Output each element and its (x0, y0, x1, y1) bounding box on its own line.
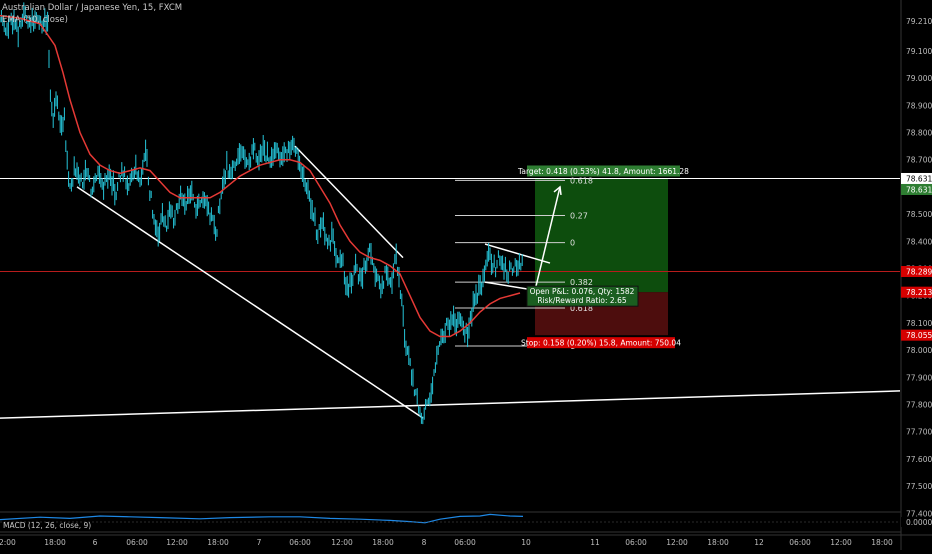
price-tag-label: 78.631 (906, 185, 932, 194)
price-tick-label: 79.100 (906, 47, 932, 56)
price-tick-label: 78.800 (906, 129, 932, 138)
price-tick-label: 77.500 (906, 482, 932, 491)
trendline-1[interactable] (294, 145, 404, 259)
price-tag[interactable] (901, 286, 932, 298)
macd-scale-bg (901, 517, 932, 527)
target-label-bg[interactable] (527, 165, 680, 177)
time-tick-label: 06:00 (789, 538, 811, 547)
macd-scale-label: 0.0000 (906, 518, 932, 527)
time-tick-label: 12 (754, 538, 764, 547)
time-tick-label: 11 (590, 538, 600, 547)
price-tick-label: 78.900 (906, 101, 932, 110)
price-tick-label: 79.210 (906, 17, 932, 26)
time-tick-label: 06:00 (289, 538, 311, 547)
risk-reward-label: Risk/Reward Ratio: 2.65 (537, 296, 626, 305)
price-tag[interactable] (901, 183, 932, 195)
time-tick-label: 12:00 (0, 538, 16, 547)
price-tag-label: 78.213 (906, 288, 932, 297)
price-tick-label: 78.000 (906, 346, 932, 355)
price-tick-label: 77.600 (906, 455, 932, 464)
fib-level-label: 0.27 (570, 211, 588, 220)
time-tick-label: 06:00 (625, 538, 647, 547)
time-tick-label: 12:00 (830, 538, 852, 547)
time-tick-label: 06:00 (454, 538, 476, 547)
price-tick-label: 77.900 (906, 373, 932, 382)
price-tick-label: 78.400 (906, 237, 932, 246)
symbol-title: Australian Dollar / Japanese Yen, 15, FX… (2, 3, 183, 13)
macd-line[interactable] (0, 513, 524, 524)
pnl-box[interactable] (526, 285, 639, 307)
time-tick-label: 10 (521, 538, 531, 547)
trendline-0[interactable] (76, 186, 424, 419)
time-tick-label: 06:00 (126, 538, 148, 547)
time-tick-label: 18:00 (871, 538, 893, 547)
fib-level-label: 0.618 (570, 176, 593, 185)
price-tag-label: 78.289 (906, 268, 932, 277)
arrow-head (553, 185, 562, 196)
trendline-2[interactable] (0, 390, 901, 419)
ema-indicator-label[interactable]: EMA (50, close) (2, 15, 68, 25)
price-tag[interactable] (901, 266, 932, 278)
target-label: Target: 0.418 (0.53%) 41.8, Amount: 1661… (517, 167, 689, 176)
trendline-3[interactable] (484, 243, 551, 264)
price-tag[interactable] (901, 329, 932, 341)
time-tick-label: 8 (422, 538, 427, 547)
price-tag-label: 78.631 (906, 174, 932, 183)
time-tick-label: 18:00 (207, 538, 229, 547)
price-tick-label: 77.700 (906, 428, 932, 437)
price-tick-label: 77.400 (906, 509, 932, 518)
time-tick-label: 18:00 (707, 538, 729, 547)
stop-label: Stop: 0.158 (0.20%) 15.8, Amount: 750.04 (521, 339, 681, 348)
time-tick-label: 6 (93, 538, 98, 547)
price-tick-label: 78.500 (906, 210, 932, 219)
fib-level-label: 0.618 (570, 304, 593, 313)
time-tick-label: 12:00 (666, 538, 688, 547)
macd-indicator-label[interactable]: MACD (12, 26, close, 9) (3, 521, 92, 530)
price-tag[interactable] (901, 172, 932, 184)
price-tick-label: 79.000 (906, 74, 932, 83)
target-zone[interactable] (535, 178, 668, 293)
ema-line[interactable] (0, 14, 521, 338)
price-tick-label: 78.100 (906, 319, 932, 328)
pnl-label: Open P&L: 0.076, Qty: 1582 (530, 287, 635, 296)
fib-level-label: 0.382 (570, 278, 593, 287)
trendline-5[interactable] (534, 186, 561, 291)
price-tick-label: 77.800 (906, 401, 932, 410)
price-tick-label: 78.700 (906, 156, 932, 165)
time-tick-label: 12:00 (331, 538, 353, 547)
time-tick-label: 7 (257, 538, 262, 547)
time-tick-label: 18:00 (372, 538, 394, 547)
time-tick-label: 18:00 (44, 538, 66, 547)
fib-level-label: 0 (570, 239, 575, 248)
time-tick-label: 12:00 (166, 538, 188, 547)
price-tag-label: 78.055 (906, 331, 932, 340)
stop-label-bg[interactable] (527, 337, 675, 349)
